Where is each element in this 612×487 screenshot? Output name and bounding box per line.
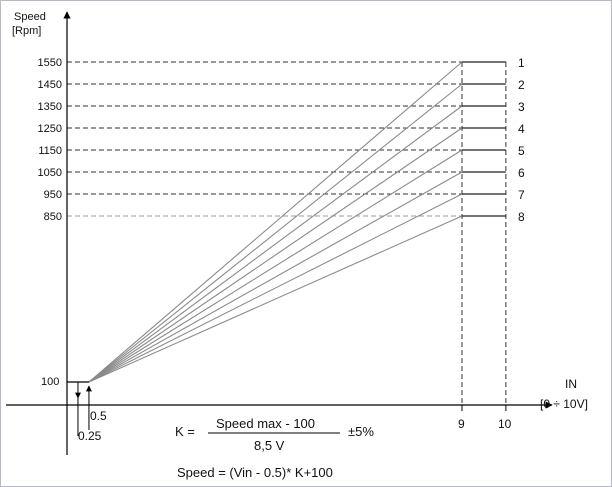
formula-tolerance: ±5% [348, 424, 374, 439]
x-axis-title-line2: [0 ÷ 10V] [540, 397, 588, 411]
y-tick-label-1050: 1050 [38, 167, 62, 179]
series-label-1: 1 [518, 56, 525, 70]
y-tick-label-1350: 1350 [38, 101, 62, 113]
y-tick-label-1450: 1450 [38, 79, 62, 91]
series-label-6: 6 [518, 166, 525, 180]
series-line-8 [88, 215, 463, 383]
formula-k-label: K = [175, 424, 195, 439]
series-line-6 [88, 171, 463, 383]
y-tick-label-850: 850 [44, 211, 62, 223]
series-line-3 [88, 105, 463, 383]
series-label-2: 2 [518, 78, 525, 92]
series-line-5 [88, 149, 463, 383]
series-label-4: 4 [518, 122, 525, 136]
y-axis-title-line1: Speed [14, 11, 46, 23]
series-label-8: 8 [518, 210, 525, 224]
series-label-7: 7 [518, 188, 525, 202]
x-tick-0-25: 0.25 [78, 429, 102, 443]
x-tick-10: 10 [498, 417, 512, 431]
y-tick-label-1150: 1150 [38, 145, 62, 157]
series-label-3: 3 [518, 100, 525, 114]
series-line-2 [88, 83, 463, 383]
series-line-1 [88, 61, 463, 383]
formula-numerator: Speed max - 100 [216, 416, 315, 431]
x-tick-0-5: 0.5 [90, 409, 107, 423]
x-tick-9: 9 [458, 417, 465, 431]
formula-speed: Speed = (Vin - 0.5)* K+100 [177, 465, 333, 480]
x-axis-title-line1: IN [565, 377, 577, 391]
y-tick-label-950: 950 [44, 189, 62, 201]
formula-denominator: 8,5 V [254, 438, 285, 453]
series-line-7 [88, 193, 463, 383]
y-axis-title-line2: [Rpm] [12, 25, 41, 37]
y-tick-label-1250: 1250 [38, 123, 62, 135]
y-low-label: 100 [41, 376, 59, 388]
series-line-4 [88, 127, 463, 383]
y-tick-label-1550: 1550 [38, 57, 62, 69]
series-label-5: 5 [518, 144, 525, 158]
